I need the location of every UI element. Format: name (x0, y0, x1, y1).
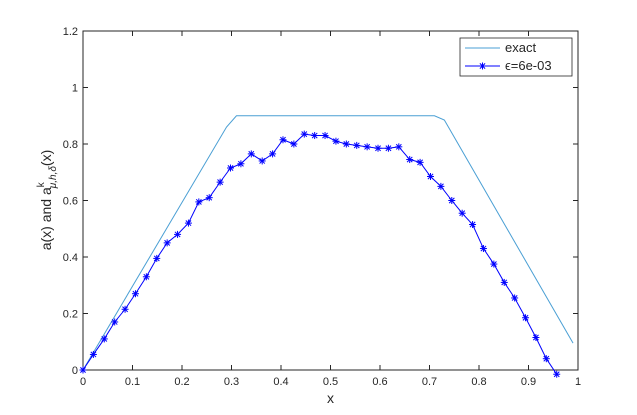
data-point-asterisk (437, 182, 445, 190)
data-point-asterisk (227, 164, 235, 172)
x-tick-label: 0.1 (125, 376, 140, 388)
data-point-asterisk (195, 198, 203, 206)
data-point-asterisk (416, 158, 424, 166)
data-point-asterisk (237, 160, 245, 168)
y-tick-label: 1.2 (63, 26, 78, 38)
data-point-asterisk (448, 197, 456, 204)
x-tick-label: 1 (575, 376, 581, 388)
data-point-asterisk (311, 132, 319, 140)
x-tick-label: 0.9 (521, 376, 536, 388)
legend-label-exact: exact (505, 40, 536, 55)
data-point-asterisk (89, 350, 97, 358)
data-point-asterisk (332, 137, 340, 145)
data-point-asterisk (500, 278, 508, 286)
data-point-asterisk (353, 141, 361, 149)
data-point-asterisk (342, 140, 350, 148)
x-tick-label: 0.6 (372, 376, 387, 388)
data-point-asterisk (458, 209, 466, 217)
series-layer (79, 115, 574, 378)
data-point-asterisk (479, 245, 487, 253)
svg-text:a(x) and akμ,h,δ(x): a(x) and akμ,h,δ(x) (36, 150, 59, 251)
y-axis-label-subscript: μ,h,δ (48, 166, 59, 190)
data-point-asterisk (279, 136, 287, 144)
data-point-asterisk (153, 254, 161, 262)
y-tick-label: 0.4 (63, 252, 78, 264)
y-axis-label-suffix: (x) (38, 150, 54, 166)
y-tick-label: 0.2 (63, 309, 78, 321)
data-point-asterisk (131, 290, 139, 298)
data-point-asterisk (384, 144, 392, 152)
data-point-asterisk (79, 366, 87, 374)
y-axis-label-superscript: k (36, 181, 47, 187)
x-tick-label: 0 (80, 376, 86, 388)
data-point-asterisk (321, 132, 329, 140)
data-point-asterisk (511, 294, 519, 302)
data-point-asterisk (406, 156, 414, 164)
legend: exact ϵ=6e-03 (459, 37, 573, 77)
data-point-asterisk (216, 178, 224, 186)
data-point-asterisk (142, 273, 150, 281)
y-axis-label-main: a(x) and a (38, 187, 54, 250)
data-point-asterisk (532, 334, 540, 342)
x-tick-label: 0.3 (224, 376, 239, 388)
legend-label-epsilon: ϵ=6e-03 (505, 58, 552, 73)
data-point-asterisk (395, 143, 403, 151)
y-tick-label: 0.8 (63, 139, 78, 151)
data-point-asterisk (100, 335, 108, 343)
data-point-asterisk (522, 314, 530, 322)
y-axis-label: a(x) and akμ,h,δ(x) (36, 150, 59, 251)
data-point-asterisk (469, 221, 477, 229)
data-point-asterisk (247, 150, 255, 158)
legend-marker-asterisk (479, 62, 486, 70)
data-point-asterisk (258, 157, 266, 165)
data-point-asterisk (163, 239, 171, 247)
y-tick-label: 0 (72, 365, 78, 377)
plot-area (82, 30, 579, 371)
data-point-asterisk (426, 172, 434, 180)
data-point-asterisk (300, 130, 308, 138)
data-point-asterisk (374, 144, 382, 152)
data-point-asterisk (174, 230, 182, 238)
data-point-asterisk (205, 194, 213, 202)
x-tick-label: 0.4 (273, 376, 288, 388)
data-point-asterisk (121, 305, 129, 313)
data-point-asterisk (542, 355, 550, 363)
data-point-asterisk (184, 219, 192, 227)
data-point-asterisk (111, 318, 119, 326)
data-point-asterisk (290, 140, 298, 148)
data-point-asterisk (490, 260, 498, 268)
data-point-asterisk (363, 143, 371, 151)
x-tick-label: 0.8 (471, 376, 486, 388)
series-line-1 (82, 133, 558, 375)
axis-ticks: 0 0.1 0.2 0.3 0.4 0.5 0.6 0.7 0.8 0.9 1 0 0.2 0.4 0.6 0… (63, 26, 581, 388)
x-tick-label: 0.5 (323, 376, 338, 388)
x-tick-label: 0.2 (174, 376, 189, 388)
legend-box (459, 37, 573, 77)
data-point-asterisk (553, 370, 561, 378)
series-line-0 (82, 115, 574, 371)
x-axis-label: x (327, 390, 334, 406)
y-tick-label: 0.6 (63, 196, 78, 208)
x-tick-label: 0.7 (422, 376, 437, 388)
data-point-asterisk (479, 62, 486, 70)
y-tick-label: 1 (72, 83, 78, 95)
data-point-asterisk (269, 150, 277, 158)
